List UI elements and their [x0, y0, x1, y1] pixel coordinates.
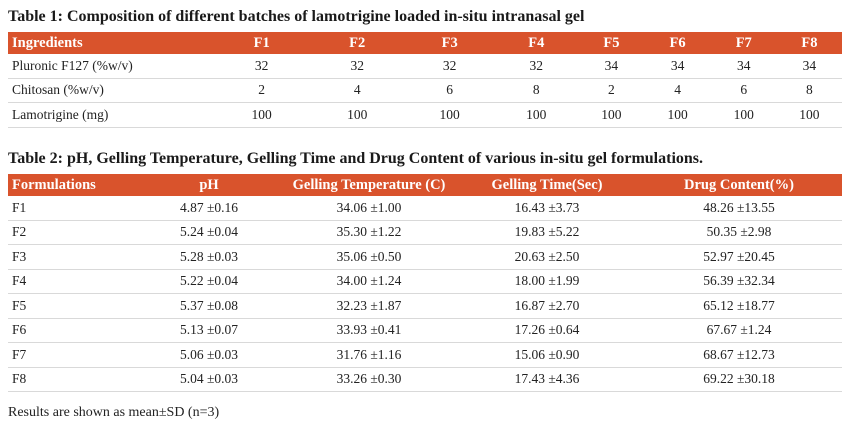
table2-header-gelling-temperature: Gelling Temperature (C) — [280, 174, 458, 196]
drug-content-cell: 48.26 ±13.55 — [636, 196, 842, 221]
table2-header-drug-content: Drug Content(%) — [636, 174, 842, 196]
gelling-temperature-cell: 32.23 ±1.87 — [280, 293, 458, 319]
table-cell: 34 — [644, 54, 711, 79]
table2-caption: Table 2: pH, Gelling Temperature, Gellin… — [8, 150, 704, 167]
results-footnote: Results are shown as mean±SD (n=3) — [8, 405, 220, 420]
table-cell: 34 — [776, 54, 842, 79]
formulation-results-table: Formulations pH Gelling Temperature (C) … — [8, 174, 842, 392]
table1-header-f5: F5 — [578, 32, 645, 54]
ph-cell: 4.87 ±0.16 — [138, 196, 280, 221]
formulation-name: F3 — [8, 244, 138, 270]
table-cell: 34 — [578, 54, 645, 79]
table-cell: 8 — [494, 78, 579, 103]
gelling-temperature-cell: 35.06 ±0.50 — [280, 244, 458, 270]
table-cell: 32 — [494, 54, 579, 79]
drug-content-cell: 68.67 ±12.73 — [636, 342, 842, 368]
formulation-name: F4 — [8, 269, 138, 294]
formulation-name: F8 — [8, 367, 138, 392]
table-cell: 32 — [213, 54, 310, 79]
table-cell: 100 — [213, 102, 310, 128]
gelling-time-cell: 18.00 ±1.99 — [458, 269, 636, 294]
table1-caption: Table 1: Composition of different batche… — [8, 8, 585, 25]
ph-cell: 5.06 ±0.03 — [138, 342, 280, 368]
formulation-name: F2 — [8, 220, 138, 245]
gelling-time-cell: 15.06 ±0.90 — [458, 342, 636, 368]
gelling-temperature-cell: 34.00 ±1.24 — [280, 269, 458, 294]
gelling-temperature-cell: 34.06 ±1.00 — [280, 196, 458, 221]
formulation-name: F6 — [8, 318, 138, 343]
table-cell: 8 — [776, 78, 842, 103]
table-cell: 4 — [309, 78, 406, 103]
ph-cell: 5.24 ±0.04 — [138, 220, 280, 245]
drug-content-cell: 52.97 ±20.45 — [636, 244, 842, 270]
ingredient-name: Chitosan (%w/v) — [8, 78, 214, 103]
table-row: F7 5.06 ±0.03 31.76 ±1.16 15.06 ±0.90 68… — [8, 342, 842, 368]
gelling-time-cell: 20.63 ±2.50 — [458, 244, 636, 270]
table-cell: 100 — [405, 102, 495, 128]
ph-cell: 5.28 ±0.03 — [138, 244, 280, 270]
ph-cell: 5.04 ±0.03 — [138, 367, 280, 392]
table-cell: 100 — [494, 102, 579, 128]
table-cell: 100 — [644, 102, 711, 128]
drug-content-cell: 50.35 ±2.98 — [636, 220, 842, 245]
table1-header-f1: F1 — [213, 32, 310, 54]
table-cell: 2 — [578, 78, 645, 103]
table2-header-row: Formulations pH Gelling Temperature (C) … — [8, 174, 842, 196]
table1-header-f3: F3 — [405, 32, 495, 54]
ph-cell: 5.13 ±0.07 — [138, 318, 280, 343]
gelling-time-cell: 17.43 ±4.36 — [458, 367, 636, 392]
table-cell: 100 — [578, 102, 645, 128]
gelling-temperature-cell: 35.30 ±1.22 — [280, 220, 458, 245]
table1-header-row: Ingredients F1 F2 F3 F4 F5 F6 F7 F8 — [8, 32, 842, 54]
table-row: F4 5.22 ±0.04 34.00 ±1.24 18.00 ±1.99 56… — [8, 269, 842, 294]
ph-cell: 5.37 ±0.08 — [138, 293, 280, 319]
table-row: F2 5.24 ±0.04 35.30 ±1.22 19.83 ±5.22 50… — [8, 220, 842, 245]
table-cell: 100 — [309, 102, 406, 128]
gelling-temperature-cell: 33.93 ±0.41 — [280, 318, 458, 343]
table-cell: 32 — [309, 54, 406, 79]
table-cell: 6 — [710, 78, 777, 103]
drug-content-cell: 67.67 ±1.24 — [636, 318, 842, 343]
gelling-time-cell: 17.26 ±0.64 — [458, 318, 636, 343]
table-cell: 34 — [710, 54, 777, 79]
table-row: F6 5.13 ±0.07 33.93 ±0.41 17.26 ±0.64 67… — [8, 318, 842, 343]
table2-header-formulations: Formulations — [8, 174, 138, 196]
table-cell: 6 — [405, 78, 495, 103]
gelling-time-cell: 16.87 ±2.70 — [458, 293, 636, 319]
table2-header-ph: pH — [138, 174, 280, 196]
formulation-name: F5 — [8, 293, 138, 319]
table1-header-f4: F4 — [494, 32, 579, 54]
gelling-temperature-cell: 31.76 ±1.16 — [280, 342, 458, 368]
table-row: Chitosan (%w/v) 2 4 6 8 2 4 6 8 — [8, 78, 842, 103]
table-row: Lamotrigine (mg) 100 100 100 100 100 100… — [8, 102, 842, 128]
table-row: F5 5.37 ±0.08 32.23 ±1.87 16.87 ±2.70 65… — [8, 293, 842, 319]
table-cell: 2 — [213, 78, 310, 103]
table-row: F1 4.87 ±0.16 34.06 ±1.00 16.43 ±3.73 48… — [8, 196, 842, 221]
table-row: F3 5.28 ±0.03 35.06 ±0.50 20.63 ±2.50 52… — [8, 244, 842, 270]
ph-cell: 5.22 ±0.04 — [138, 269, 280, 294]
table-cell: 4 — [644, 78, 711, 103]
table-row: F8 5.04 ±0.03 33.26 ±0.30 17.43 ±4.36 69… — [8, 367, 842, 392]
gelling-temperature-cell: 33.26 ±0.30 — [280, 367, 458, 392]
table1-header-f6: F6 — [644, 32, 711, 54]
table1-header-ingredients: Ingredients — [8, 32, 214, 54]
drug-content-cell: 69.22 ±30.18 — [636, 367, 842, 392]
composition-table: Ingredients F1 F2 F3 F4 F5 F6 F7 F8 Plur… — [8, 32, 842, 128]
ingredient-name: Pluronic F127 (%w/v) — [8, 54, 214, 79]
table-cell: 100 — [776, 102, 842, 128]
gelling-time-cell: 19.83 ±5.22 — [458, 220, 636, 245]
table1-header-f8: F8 — [776, 32, 842, 54]
table2-header-gelling-time: Gelling Time(Sec) — [458, 174, 636, 196]
drug-content-cell: 65.12 ±18.77 — [636, 293, 842, 319]
table-cell: 100 — [710, 102, 777, 128]
table1-header-f7: F7 — [710, 32, 777, 54]
formulation-name: F1 — [8, 196, 138, 221]
gelling-time-cell: 16.43 ±3.73 — [458, 196, 636, 221]
ingredient-name: Lamotrigine (mg) — [8, 102, 214, 128]
table-cell: 32 — [405, 54, 495, 79]
table-row: Pluronic F127 (%w/v) 32 32 32 32 34 34 3… — [8, 54, 842, 79]
formulation-name: F7 — [8, 342, 138, 368]
drug-content-cell: 56.39 ±32.34 — [636, 269, 842, 294]
table1-header-f2: F2 — [309, 32, 406, 54]
